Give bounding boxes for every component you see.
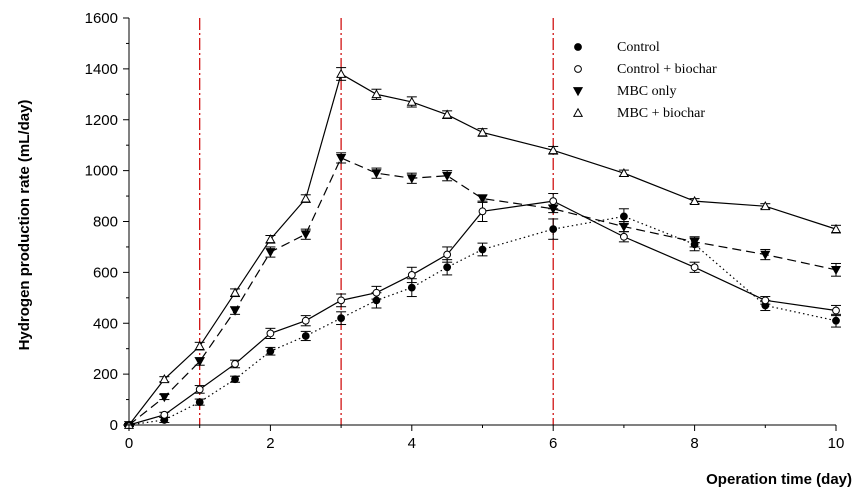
data-point	[160, 410, 169, 419]
series-3	[123, 152, 842, 431]
data-point	[371, 89, 382, 99]
data-point	[618, 222, 629, 232]
data-point	[372, 288, 381, 297]
data-point	[265, 234, 276, 244]
x-tick-label: 2	[266, 435, 274, 452]
x-tick-label: 6	[549, 435, 557, 452]
legend-label: Control + biochar	[617, 62, 717, 77]
data-point	[195, 385, 204, 394]
legend: Control Control + biochar MBC only MBC + bi…	[572, 40, 717, 121]
legend-marker	[574, 43, 582, 51]
data-point	[549, 225, 558, 234]
data-point	[231, 375, 239, 384]
data-point	[477, 127, 488, 137]
data-point	[689, 237, 700, 248]
data-point	[760, 250, 771, 260]
data-point	[407, 271, 416, 279]
data-point	[406, 96, 417, 106]
y-tick-label: 1600	[85, 10, 118, 27]
data-point	[549, 197, 558, 206]
data-point	[195, 398, 204, 407]
y-axis-title: Hydrogen production rate (mL/day)	[16, 100, 33, 351]
data-point	[761, 296, 770, 305]
reference-lines	[199, 18, 554, 425]
data-point	[690, 263, 699, 272]
legend-marker	[572, 87, 584, 97]
axes: 0 200 400 600 800 1000 1200 1400 1600 0 2 4 6 8 10	[85, 10, 845, 452]
series-line	[128, 157, 837, 426]
series-line	[128, 215, 837, 426]
data-point	[477, 194, 488, 204]
data-point	[336, 68, 347, 78]
data-point	[159, 393, 170, 403]
y-tick-label: 1000	[85, 163, 118, 180]
data-point	[832, 306, 840, 315]
data-point	[830, 265, 842, 276]
x-axis-title: Operation time (day)	[706, 471, 852, 488]
data-point	[832, 316, 840, 325]
x-tick-label: 10	[828, 435, 845, 452]
data-point	[548, 145, 559, 155]
legend-label: Control	[617, 40, 660, 55]
legend-label: MBC + biochar	[617, 106, 705, 121]
y-tick-label: 600	[93, 264, 118, 281]
data-point	[689, 195, 700, 206]
y-tick-label: 1200	[85, 112, 118, 129]
data-point	[478, 245, 487, 254]
data-point	[337, 314, 346, 323]
legend-item-3: MBC only	[572, 84, 677, 99]
data-point	[620, 212, 628, 221]
legend-marker	[572, 107, 584, 117]
data-point	[159, 373, 170, 384]
data-point	[407, 283, 416, 292]
y-tick-label: 0	[110, 417, 118, 434]
data-point	[266, 329, 275, 338]
legend-item-1: Control	[574, 40, 660, 55]
data-point	[194, 340, 205, 351]
series-line	[128, 73, 837, 426]
data-point	[443, 263, 452, 272]
data-point	[301, 332, 310, 340]
x-tick-label: 8	[690, 435, 698, 452]
data-point	[478, 207, 487, 216]
legend-label: MBC only	[617, 84, 677, 99]
data-point	[300, 193, 311, 203]
data-point	[620, 232, 628, 241]
data-point	[231, 360, 239, 368]
data-point	[548, 204, 559, 215]
data-point	[337, 296, 346, 305]
data-point	[442, 109, 453, 119]
y-tick-label: 200	[93, 366, 118, 383]
series-4	[123, 67, 842, 429]
y-tick-label: 800	[93, 214, 118, 231]
data-point	[336, 154, 347, 164]
data-point	[265, 248, 276, 258]
data-point	[230, 306, 241, 316]
series-2	[124, 193, 841, 429]
data-point	[301, 316, 310, 325]
x-tick-label: 4	[408, 435, 416, 452]
x-tick-label: 0	[125, 435, 133, 452]
data-point	[760, 201, 771, 211]
data-point	[230, 287, 241, 297]
legend-item-4: MBC + biochar	[572, 106, 705, 121]
data-point	[266, 347, 275, 356]
data-point	[443, 250, 452, 259]
y-tick-label: 1400	[85, 61, 118, 78]
series-1	[124, 208, 841, 429]
data-point	[300, 230, 311, 240]
series-group	[123, 67, 842, 431]
data-point	[618, 167, 629, 178]
data-point	[406, 174, 417, 184]
data-point	[830, 223, 842, 233]
legend-item-2: Control + biochar	[574, 62, 717, 77]
data-point	[442, 171, 453, 181]
series-line	[128, 200, 837, 426]
data-point	[194, 357, 205, 367]
y-tick-label: 400	[93, 315, 118, 332]
data-point	[371, 169, 382, 179]
legend-marker	[574, 65, 582, 73]
